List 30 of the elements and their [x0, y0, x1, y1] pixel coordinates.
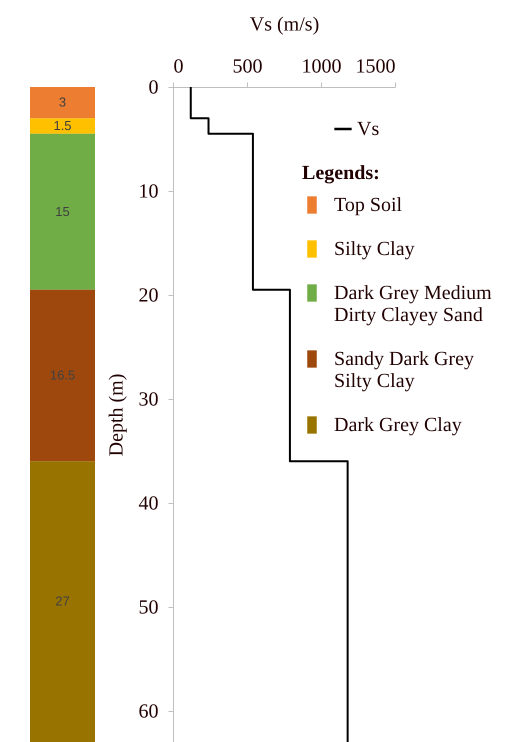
legend-label: Top Soil	[334, 194, 402, 216]
bar	[30, 290, 95, 462]
y-tick-label: 40	[138, 492, 158, 514]
y-tick-label: 50	[138, 596, 158, 618]
bar	[30, 87, 95, 118]
x-axis-title: Vs (m/s)	[250, 14, 320, 36]
bar	[30, 118, 95, 134]
x-tick-label: 1000	[302, 56, 342, 78]
legend-label: Vs	[357, 118, 380, 140]
x-tick-label: 1500	[356, 56, 396, 78]
legend-label: Dark Grey Medium Dirty Clayey Sand	[334, 282, 492, 326]
y-tick-label: 10	[138, 180, 158, 202]
y-tick-label: 0	[148, 76, 158, 98]
legend-label: Silty Clay	[334, 238, 415, 260]
data-label: 27	[55, 594, 70, 609]
bar	[30, 134, 95, 290]
legend-label: Sandy Dark Grey Silty Clay	[334, 348, 474, 392]
x-tick-label: 500	[232, 56, 262, 78]
data-label: 16.5	[50, 368, 76, 383]
y-tick-label: 30	[138, 388, 158, 410]
data-label: 15	[55, 204, 70, 219]
y-tick-label: 20	[138, 284, 158, 306]
x-tick-label: 0	[174, 56, 184, 78]
bar	[30, 461, 95, 742]
data-label: 1.5	[53, 118, 72, 133]
data-label: 3	[58, 94, 66, 110]
y-tick-label: 60	[138, 700, 158, 722]
legend-title: Legends:	[302, 162, 380, 184]
y-axis-title: Depth (m)	[106, 374, 128, 456]
legend-label: Dark Grey Clay	[334, 414, 462, 436]
